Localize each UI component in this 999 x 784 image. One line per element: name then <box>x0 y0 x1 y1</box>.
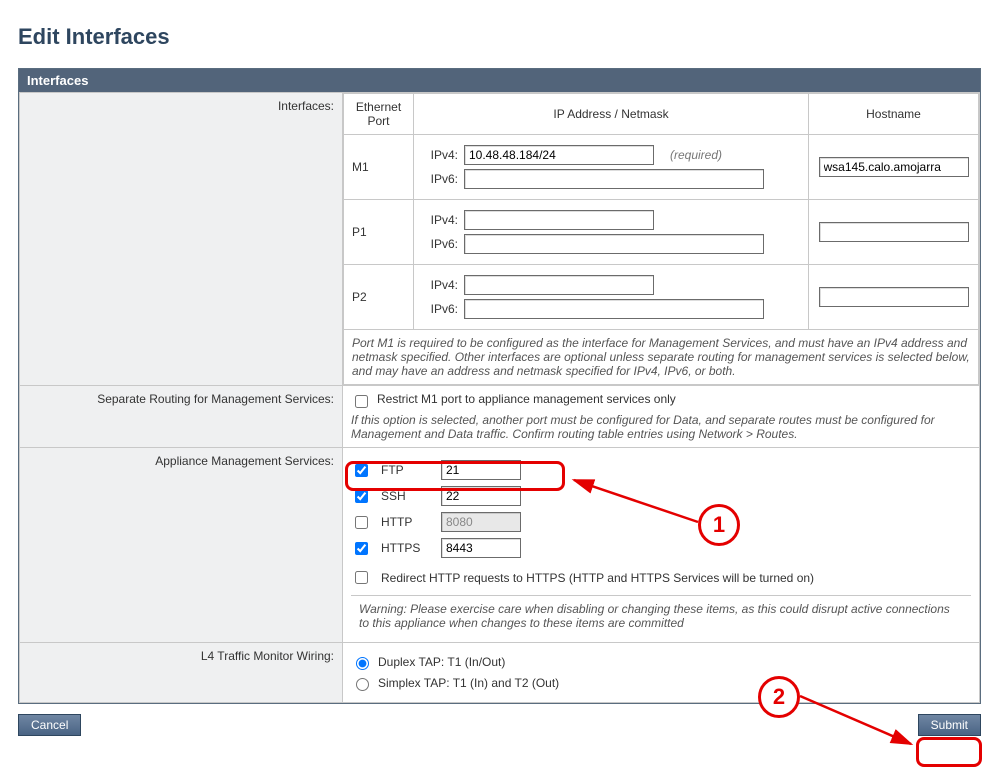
interfaces-panel: Interfaces Interfaces: Ethernet Port IP … <box>18 68 981 704</box>
annotation-box-submit <box>916 737 982 767</box>
m1-ipv6-input[interactable] <box>464 169 764 189</box>
port-p1: P1 <box>344 200 414 265</box>
ipv6-label: IPv6: <box>422 302 458 316</box>
services-label: Appliance Management Services: <box>20 448 343 643</box>
ipv6-label: IPv6: <box>422 172 458 186</box>
services-warning: Warning: Please exercise care when disab… <box>351 595 971 636</box>
http-checkbox[interactable] <box>355 516 368 529</box>
p1-ipv4-input[interactable] <box>464 210 654 230</box>
l4-duplex-radio[interactable] <box>356 657 369 670</box>
ftp-label: FTP <box>381 463 431 477</box>
ipv4-label: IPv4: <box>422 148 458 162</box>
ssh-checkbox[interactable] <box>355 490 368 503</box>
p2-ipv4-input[interactable] <box>464 275 654 295</box>
https-checkbox[interactable] <box>355 542 368 555</box>
ipv6-label: IPv6: <box>422 237 458 251</box>
ssh-port-input[interactable] <box>441 486 521 506</box>
m1-ipv4-input[interactable] <box>464 145 654 165</box>
https-port-input[interactable] <box>441 538 521 558</box>
p2-ipv6-input[interactable] <box>464 299 764 319</box>
http-label: HTTP <box>381 515 431 529</box>
restrict-m1-label: Restrict M1 port to appliance management… <box>377 392 676 406</box>
col-hostname: Hostname <box>809 94 979 135</box>
panel-header: Interfaces <box>19 69 980 92</box>
cancel-button[interactable]: Cancel <box>18 714 81 736</box>
p2-hostname-input[interactable] <box>819 287 969 307</box>
routing-label: Separate Routing for Management Services… <box>20 386 343 448</box>
col-ethernet-port: Ethernet Port <box>344 94 414 135</box>
interfaces-label: Interfaces: <box>20 93 343 386</box>
ssh-label: SSH <box>381 489 431 503</box>
ftp-checkbox[interactable] <box>355 464 368 477</box>
submit-button[interactable]: Submit <box>918 714 981 736</box>
l4-simplex-label: Simplex TAP: T1 (In) and T2 (Out) <box>378 676 559 690</box>
l4-label: L4 Traffic Monitor Wiring: <box>20 643 343 703</box>
port-p2: P2 <box>344 265 414 330</box>
page-title: Edit Interfaces <box>18 24 981 50</box>
l4-simplex-radio[interactable] <box>356 678 369 691</box>
ipv4-label: IPv4: <box>422 278 458 292</box>
p1-hostname-input[interactable] <box>819 222 969 242</box>
col-ip: IP Address / Netmask <box>414 94 809 135</box>
interfaces-footnote: Port M1 is required to be configured as … <box>344 330 979 385</box>
routing-desc: If this option is selected, another port… <box>351 413 971 441</box>
p1-ipv6-input[interactable] <box>464 234 764 254</box>
m1-hostname-input[interactable] <box>819 157 969 177</box>
http-port-input <box>441 512 521 532</box>
ftp-port-input[interactable] <box>441 460 521 480</box>
port-m1: M1 <box>344 135 414 200</box>
https-label: HTTPS <box>381 541 431 555</box>
l4-duplex-label: Duplex TAP: T1 (In/Out) <box>378 655 505 669</box>
ipv4-label: IPv4: <box>422 213 458 227</box>
redirect-label: Redirect HTTP requests to HTTPS (HTTP an… <box>381 571 814 585</box>
restrict-m1-checkbox[interactable] <box>355 395 368 408</box>
required-note: (required) <box>670 148 722 162</box>
redirect-checkbox[interactable] <box>355 571 368 584</box>
